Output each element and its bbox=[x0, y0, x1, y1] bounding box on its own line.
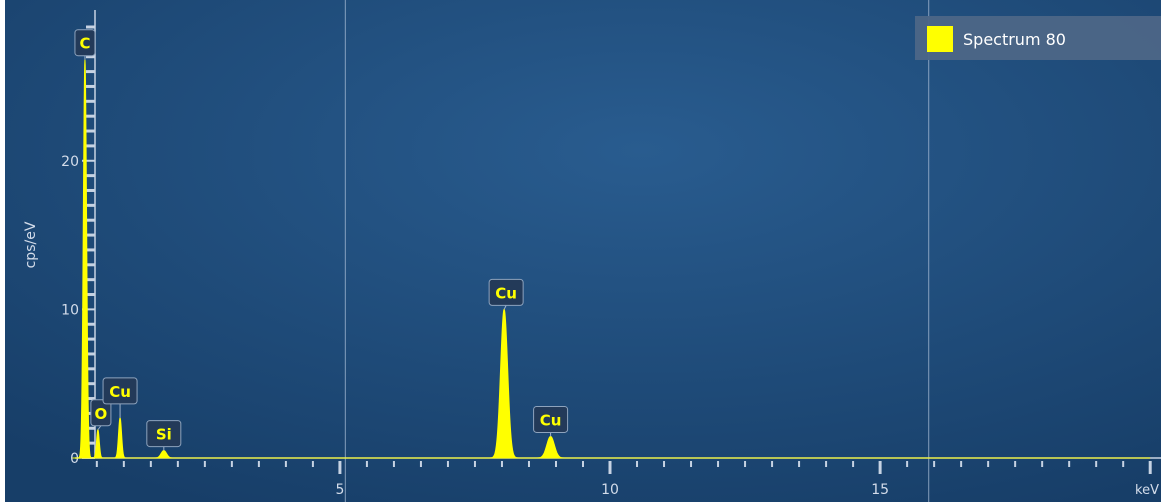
peak-label-leader bbox=[503, 305, 507, 310]
peak-label-text: Cu bbox=[109, 383, 131, 401]
peak-label: O bbox=[90, 399, 112, 431]
y-tick-label: 20 bbox=[61, 154, 79, 170]
peak-label-box bbox=[102, 377, 138, 405]
spectrum-chart: 0 10 20 5 10 15 keV cps/eV C O Cu Si Cu Cu Spectrum … bbox=[5, 0, 1161, 502]
y-tick-label: 0 bbox=[70, 451, 79, 467]
peak-label: C bbox=[74, 29, 96, 60]
peak-label-leader bbox=[97, 425, 102, 431]
peak-label: Cu bbox=[533, 405, 569, 437]
peak-label-text: C bbox=[79, 35, 90, 53]
peak-label-text: Cu bbox=[495, 284, 517, 302]
legend-box bbox=[915, 16, 1161, 60]
peak-label-box bbox=[146, 420, 182, 448]
y-tick-label: 10 bbox=[61, 302, 79, 318]
legend: Spectrum 80 bbox=[915, 16, 1161, 60]
x-axis-label: keV bbox=[1135, 483, 1159, 498]
x-tick-label: 5 bbox=[335, 482, 344, 498]
peak-label-box bbox=[74, 29, 96, 57]
peak-label: Cu bbox=[488, 278, 524, 310]
x-tick-label: 10 bbox=[601, 482, 619, 498]
plot-background bbox=[5, 0, 1161, 502]
legend-swatch bbox=[927, 26, 953, 52]
x-tick-label: 15 bbox=[871, 482, 889, 498]
peak-label: Cu bbox=[102, 377, 138, 418]
peak-label-box bbox=[488, 278, 524, 306]
peak-label-text: Cu bbox=[540, 411, 562, 429]
peak-label-box bbox=[90, 399, 112, 427]
peak-label-text: Si bbox=[156, 426, 172, 444]
peak-label-box bbox=[533, 405, 569, 433]
y-axis-label: cps/eV bbox=[23, 221, 39, 268]
peak-label-text: O bbox=[95, 405, 108, 423]
legend-label: Spectrum 80 bbox=[963, 30, 1066, 49]
spectrum-trace bbox=[72, 59, 1151, 459]
peak-label: Si bbox=[146, 420, 182, 451]
